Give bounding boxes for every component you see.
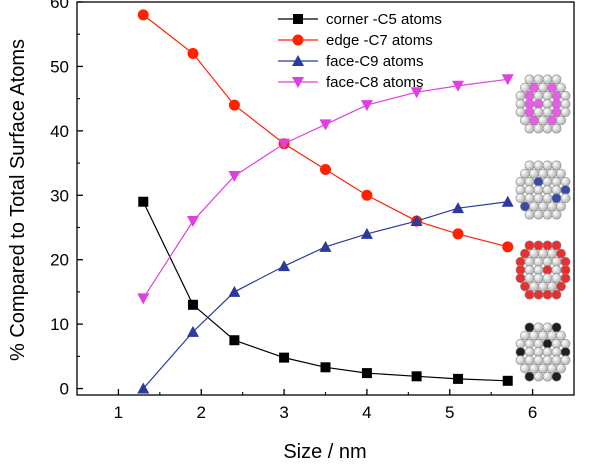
y-tick-label: 50 [50, 57, 69, 76]
y-axis-title: % Compared to Total Surface Atoms [7, 39, 29, 361]
series-1 [137, 9, 514, 253]
data-point [319, 240, 332, 252]
x-tick-label: 1 [114, 403, 123, 422]
data-point [361, 189, 373, 201]
data-point [319, 119, 332, 131]
legend-entry: face-C9 atoms [326, 53, 424, 70]
y-tick-label: 0 [60, 380, 69, 399]
y-tick-label: 10 [50, 315, 69, 334]
data-point [360, 227, 373, 239]
x-tick-label: 3 [279, 403, 288, 422]
y-tick-label: 30 [50, 186, 69, 205]
data-point [453, 373, 464, 384]
x-tick-label: 2 [197, 403, 206, 422]
data-point [186, 216, 199, 228]
legend-entry: face-C8 atoms [326, 74, 424, 91]
legend-entry: edge -C7 atoms [326, 32, 433, 49]
series-line [142, 201, 508, 382]
x-tick-label: 5 [445, 403, 454, 422]
data-point [138, 196, 149, 207]
data-point [502, 241, 514, 253]
data-point [452, 202, 465, 214]
data-point [228, 170, 241, 182]
y-tick-label: 20 [50, 251, 69, 270]
data-point [137, 382, 150, 394]
data-point [187, 48, 199, 60]
data-point [278, 138, 291, 150]
y-tick-label: 60 [50, 0, 69, 12]
data-point [137, 293, 150, 305]
cluster-corner-c5-icon [515, 322, 571, 382]
cluster-edge-c7-icon [515, 240, 571, 300]
x-tick-label: 4 [362, 403, 371, 422]
data-point [228, 99, 240, 111]
legend-marker [292, 34, 304, 46]
data-point [410, 215, 423, 227]
data-point [360, 100, 373, 112]
data-point [137, 9, 149, 21]
series-layer [137, 9, 514, 394]
data-point [410, 87, 423, 99]
data-point [228, 285, 241, 297]
x-axis-title: Size / nm [283, 441, 366, 463]
series-3 [137, 74, 514, 305]
data-point [187, 299, 198, 310]
series-0 [138, 196, 513, 386]
data-point [411, 371, 422, 382]
cluster-icons [515, 74, 571, 382]
data-point [501, 195, 514, 207]
x-tick-label: 6 [528, 403, 537, 422]
legend-marker [292, 55, 304, 66]
legend: corner -C5 atoms edge -C7 atoms face-C9 at… [278, 11, 442, 91]
series-line [142, 78, 508, 299]
data-point [452, 228, 464, 240]
legend-entry: corner -C5 atoms [326, 11, 442, 28]
data-point [320, 164, 331, 176]
legend-marker [293, 14, 303, 24]
cluster-face-c9-icon [515, 160, 571, 220]
data-point [452, 80, 465, 92]
series-2 [137, 195, 514, 394]
legend-marker [292, 77, 304, 88]
data-point [320, 362, 331, 373]
data-point [278, 260, 291, 272]
series-line [142, 201, 508, 389]
y-tick-label: 40 [50, 122, 69, 141]
data-point [501, 74, 514, 86]
data-point [186, 325, 199, 337]
cluster-face-c8-icon [515, 74, 571, 134]
data-point [361, 368, 372, 379]
data-point [279, 352, 290, 363]
data-point [502, 375, 513, 386]
data-point [229, 335, 240, 346]
